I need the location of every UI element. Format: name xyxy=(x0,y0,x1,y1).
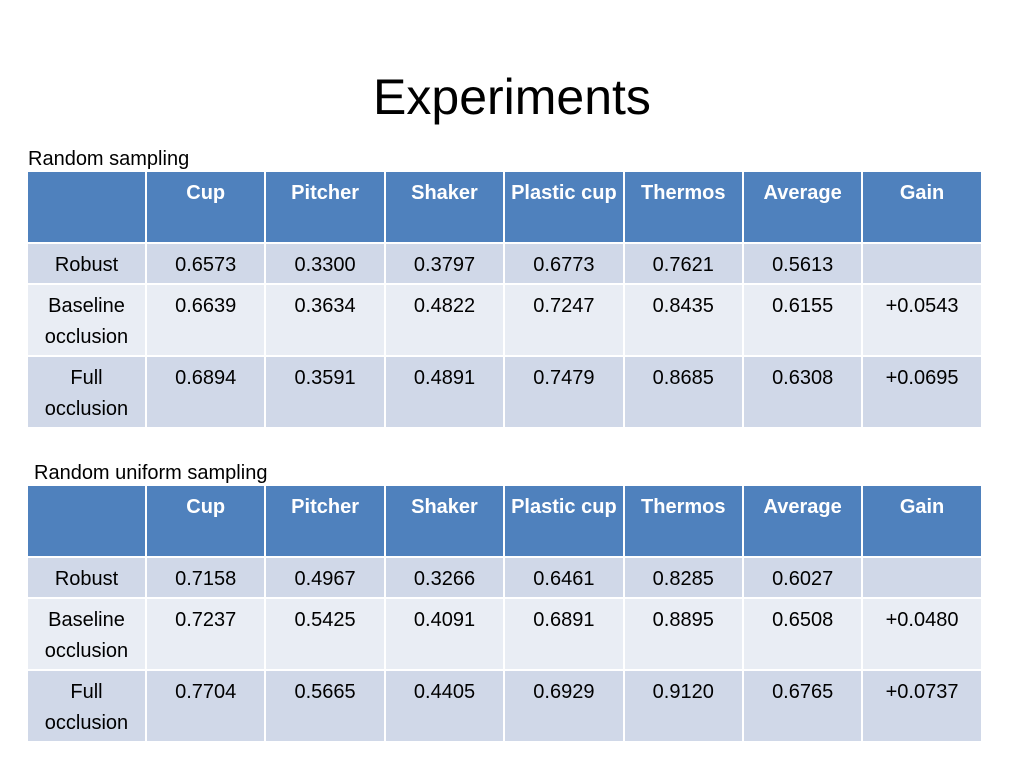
table-cell: +0.0543 xyxy=(861,283,983,357)
table-row: Robust 0.6573 0.3300 0.3797 0.6773 0.762… xyxy=(26,242,983,285)
table-cell: 0.6573 xyxy=(144,242,267,285)
table-cell: 0.3266 xyxy=(383,556,506,599)
table-cell: 0.7237 xyxy=(144,597,267,671)
header-cell: Shaker xyxy=(383,484,506,558)
table-cell: 0.6027 xyxy=(741,556,864,599)
table-cell: 0.3591 xyxy=(264,355,386,429)
table-header-row: Cup Pitcher Shaker Plastic cup Thermos A… xyxy=(26,170,983,244)
table-cell: 0.7704 xyxy=(144,669,267,743)
table-cell: 0.3300 xyxy=(264,242,386,285)
table-cell: 0.4891 xyxy=(383,355,506,429)
header-cell xyxy=(26,484,147,558)
header-cell: Cup xyxy=(144,484,267,558)
table-cell: 0.3797 xyxy=(383,242,506,285)
table-cell: 0.8285 xyxy=(622,556,744,599)
header-cell: Gain xyxy=(861,170,983,244)
table-cell: 0.4091 xyxy=(383,597,506,671)
results-table-random-uniform-sampling: Cup Pitcher Shaker Plastic cup Thermos A… xyxy=(26,484,983,743)
table-cell: 0.8685 xyxy=(622,355,744,429)
table-cell: 0.6508 xyxy=(741,597,864,671)
table-cell: 0.8435 xyxy=(622,283,744,357)
header-cell: Shaker xyxy=(383,170,506,244)
header-cell: Plastic cup xyxy=(503,170,625,244)
table-cell: 0.7247 xyxy=(503,283,625,357)
table-caption-random-uniform-sampling: Random uniform sampling xyxy=(34,462,268,484)
header-cell: Cup xyxy=(144,170,267,244)
table-cell: 0.6308 xyxy=(741,355,864,429)
header-cell: Plastic cup xyxy=(503,484,625,558)
table-cell: 0.6765 xyxy=(741,669,864,743)
row-label-cell: Full occlusion xyxy=(26,669,147,743)
table-cell: 0.9120 xyxy=(622,669,744,743)
table-cell: 0.5425 xyxy=(264,597,386,671)
table-cell: 0.5665 xyxy=(264,669,386,743)
table-cell: 0.7479 xyxy=(503,355,625,429)
table-cell: 0.7158 xyxy=(144,556,267,599)
header-cell xyxy=(26,170,147,244)
header-cell: Average xyxy=(741,170,864,244)
header-cell: Gain xyxy=(861,484,983,558)
table-cell: 0.6773 xyxy=(503,242,625,285)
table-cell: 0.7621 xyxy=(622,242,744,285)
table-cell: 0.6894 xyxy=(144,355,267,429)
row-label-cell: Robust xyxy=(26,242,147,285)
table-row: Baseline occlusion 0.6639 0.3634 0.4822 … xyxy=(26,283,983,357)
table-cell: +0.0480 xyxy=(861,597,983,671)
table-cell: +0.0737 xyxy=(861,669,983,743)
table-cell: 0.6639 xyxy=(144,283,267,357)
table-cell: 0.6155 xyxy=(741,283,864,357)
row-label-cell: Baseline occlusion xyxy=(26,283,147,357)
table-cell: 0.3634 xyxy=(264,283,386,357)
table-cell xyxy=(861,556,983,599)
table-cell: 0.8895 xyxy=(622,597,744,671)
row-label-cell: Robust xyxy=(26,556,147,599)
slide-title: Experiments xyxy=(373,69,651,125)
row-label-cell: Baseline occlusion xyxy=(26,597,147,671)
header-cell: Pitcher xyxy=(264,484,386,558)
table-cell: 0.4822 xyxy=(383,283,506,357)
header-cell: Thermos xyxy=(622,170,744,244)
table-header-row: Cup Pitcher Shaker Plastic cup Thermos A… xyxy=(26,484,983,558)
table-caption-random-sampling: Random sampling xyxy=(28,148,190,170)
header-cell: Average xyxy=(741,484,864,558)
table-row: Robust 0.7158 0.4967 0.3266 0.6461 0.828… xyxy=(26,556,983,599)
table-row: Baseline occlusion 0.7237 0.5425 0.4091 … xyxy=(26,597,983,671)
row-label-cell: Full occlusion xyxy=(26,355,147,429)
table-cell: 0.6929 xyxy=(503,669,625,743)
table-cell: 0.6461 xyxy=(503,556,625,599)
table-cell: 0.4967 xyxy=(264,556,386,599)
results-table-random-sampling: Cup Pitcher Shaker Plastic cup Thermos A… xyxy=(26,170,983,429)
header-cell: Thermos xyxy=(622,484,744,558)
table-cell: 0.4405 xyxy=(383,669,506,743)
table-cell: 0.6891 xyxy=(503,597,625,671)
table-cell: 0.5613 xyxy=(741,242,864,285)
table-row: Full occlusion 0.6894 0.3591 0.4891 0.74… xyxy=(26,355,983,429)
table-cell: +0.0695 xyxy=(861,355,983,429)
table-row: Full occlusion 0.7704 0.5665 0.4405 0.69… xyxy=(26,669,983,743)
table-cell xyxy=(861,242,983,285)
header-cell: Pitcher xyxy=(264,170,386,244)
